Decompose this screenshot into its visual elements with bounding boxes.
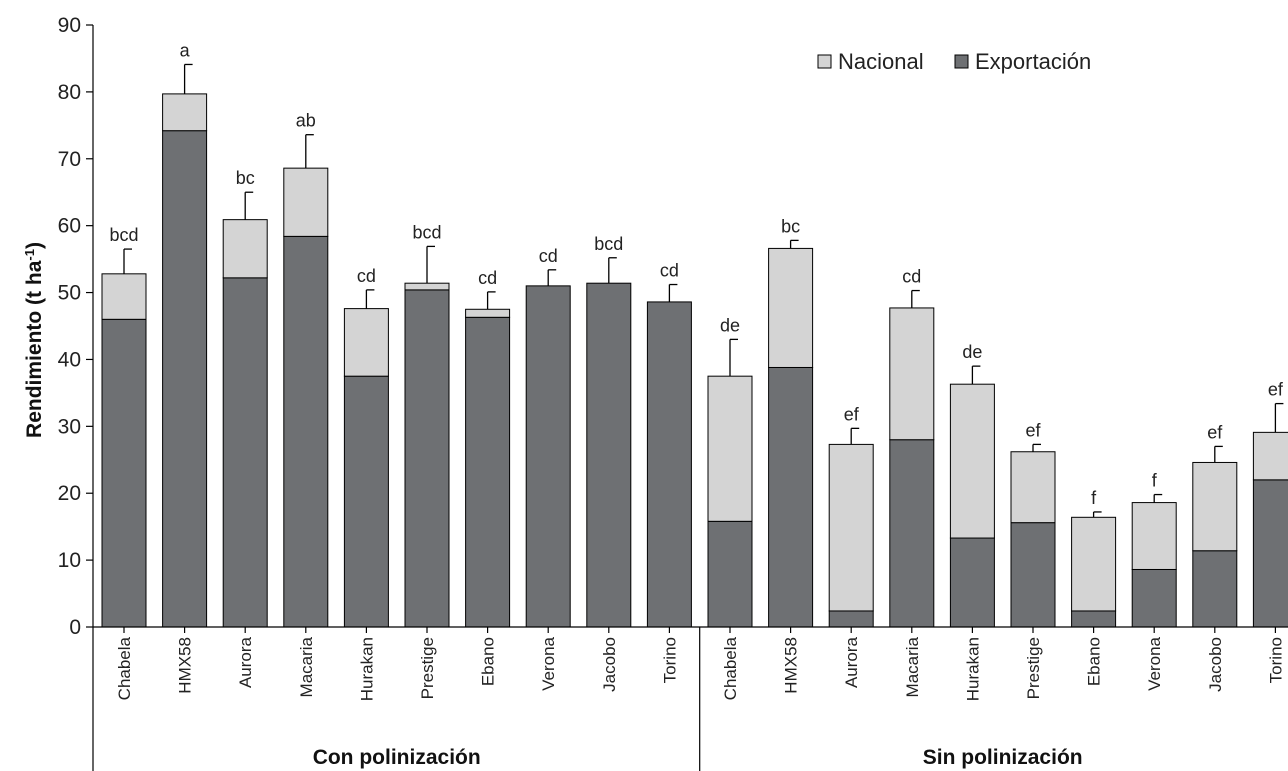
bar-nacional	[162, 93, 208, 132]
bar-exportacion	[343, 375, 389, 628]
significance-label: ef	[1025, 420, 1041, 440]
bar-exportacion	[1071, 610, 1117, 628]
y-tick-label: 40	[58, 348, 81, 371]
y-axis: 0 10 20 30 40 50 60 70 80 90	[58, 14, 94, 639]
category-label: Macaria	[903, 636, 922, 697]
significance-label: bcd	[109, 225, 138, 245]
bar-exportacion	[101, 318, 147, 628]
bar-nacional	[404, 282, 450, 291]
bar-nacional	[1010, 451, 1056, 524]
category-label: HMX58	[176, 637, 195, 694]
bar-exportacion	[465, 316, 511, 628]
y-tick-label: 10	[58, 549, 81, 572]
category-label: Aurora	[236, 636, 255, 688]
significance-label: bc	[236, 168, 255, 188]
category-label: Torino	[660, 637, 679, 683]
legend-swatch	[954, 54, 969, 69]
significance-label: ab	[296, 111, 316, 131]
y-tick-label: 60	[58, 215, 81, 238]
bar-nacional	[222, 219, 268, 279]
y-tick-label: 20	[58, 482, 81, 505]
bar-nacional	[343, 308, 389, 377]
bar-nacional	[889, 307, 935, 441]
bar-nacional	[768, 247, 814, 368]
bar-exportacion	[222, 277, 268, 628]
significance-label: de	[720, 315, 740, 335]
category-label: Ebano	[1085, 637, 1104, 686]
significance-label: de	[962, 342, 982, 362]
significance-label: cd	[902, 267, 921, 287]
significance-label: ef	[1268, 380, 1284, 400]
category-label: Verona	[539, 636, 558, 690]
significance-label: ef	[1207, 422, 1223, 442]
y-tick-label: 80	[58, 81, 81, 104]
bar-nacional	[1131, 502, 1177, 570]
category-label: Aurora	[842, 636, 861, 688]
y-tick-label: 70	[58, 148, 81, 171]
category-label: Hurakan	[357, 637, 376, 701]
significance-label: cd	[357, 266, 376, 286]
category-label: Prestige	[418, 637, 437, 699]
bar-exportacion	[586, 282, 632, 628]
bar-exportacion	[949, 537, 995, 628]
legend-label: Exportación	[975, 49, 1091, 74]
significance-label: f	[1152, 471, 1158, 491]
significance-label: f	[1091, 488, 1097, 508]
y-tick-label: 90	[58, 14, 81, 37]
y-axis-title: Rendimiento (t ha-1)	[22, 242, 47, 438]
significance-label: cd	[478, 268, 497, 288]
category-label: Macaria	[297, 636, 316, 697]
significance-label: bcd	[412, 222, 441, 242]
y-tick-label: 50	[58, 282, 81, 305]
category-label: Jacobo	[600, 637, 619, 692]
category-label: Prestige	[1024, 637, 1043, 699]
bar-exportacion	[889, 439, 935, 628]
category-label: HMX58	[782, 637, 801, 694]
y-tick-label: 0	[69, 616, 81, 639]
bar-exportacion	[828, 610, 874, 628]
legend-swatch	[817, 54, 832, 69]
bar-exportacion	[1192, 550, 1238, 628]
bar-nacional	[828, 443, 874, 612]
category-label: Verona	[1145, 636, 1164, 690]
bar-exportacion	[768, 366, 814, 628]
category-label: Jacobo	[1206, 637, 1225, 692]
group-label: Sin polinización	[923, 746, 1083, 769]
significance-label: a	[180, 40, 191, 60]
bar-nacional	[949, 383, 995, 539]
y-tick-label: 30	[58, 415, 81, 438]
legend-label: Nacional	[838, 49, 924, 74]
bar-nacional	[1252, 431, 1288, 481]
category-label: Chabela	[115, 636, 134, 700]
bar-exportacion	[283, 235, 329, 628]
bars-layer: bcd a bc ab cd bcd cd cd bcd cd de bc ef cd de ef f f ef ef	[101, 40, 1288, 628]
group-label: Con polinización	[313, 746, 481, 769]
x-axis: Chabela HMX58 Aurora Macaria Hurakan Prestige…	[92, 626, 1288, 771]
significance-label: cd	[660, 261, 679, 281]
significance-label: cd	[539, 246, 558, 266]
category-label: Ebano	[479, 637, 498, 686]
bar-nacional	[101, 273, 147, 320]
bar-exportacion	[162, 130, 208, 628]
bar-exportacion	[646, 301, 692, 628]
bar-exportacion	[1131, 568, 1177, 628]
bar-exportacion	[1252, 479, 1288, 628]
bar-exportacion	[1010, 522, 1056, 628]
significance-label: bcd	[594, 234, 623, 254]
significance-label: ef	[844, 404, 860, 424]
bar-nacional	[1192, 461, 1238, 552]
bar-nacional	[465, 308, 511, 318]
bar-nacional	[707, 375, 753, 522]
bar-nacional	[1071, 516, 1117, 612]
legend: Nacional Exportación	[817, 49, 1091, 74]
bar-nacional	[283, 167, 329, 237]
bar-exportacion	[404, 289, 450, 628]
bar-exportacion	[707, 520, 753, 628]
category-label: Chabela	[721, 636, 740, 700]
significance-label: bc	[781, 216, 800, 236]
category-label: Torino	[1266, 637, 1285, 683]
category-label: Hurakan	[963, 637, 982, 701]
bar-exportacion	[525, 285, 571, 628]
